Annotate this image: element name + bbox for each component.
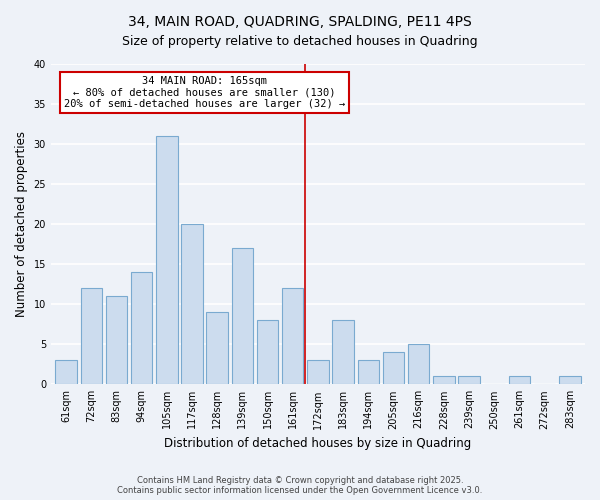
- Bar: [106, 296, 127, 384]
- Bar: [80, 288, 102, 384]
- Text: Size of property relative to detached houses in Quadring: Size of property relative to detached ho…: [122, 35, 478, 48]
- X-axis label: Distribution of detached houses by size in Quadring: Distribution of detached houses by size …: [164, 437, 472, 450]
- Bar: [509, 376, 530, 384]
- Bar: [257, 320, 278, 384]
- Bar: [559, 376, 581, 384]
- Bar: [131, 272, 152, 384]
- Text: 34, MAIN ROAD, QUADRING, SPALDING, PE11 4PS: 34, MAIN ROAD, QUADRING, SPALDING, PE11 …: [128, 15, 472, 29]
- Bar: [181, 224, 203, 384]
- Y-axis label: Number of detached properties: Number of detached properties: [15, 131, 28, 317]
- Bar: [358, 360, 379, 384]
- Bar: [458, 376, 480, 384]
- Text: 34 MAIN ROAD: 165sqm
← 80% of detached houses are smaller (130)
20% of semi-deta: 34 MAIN ROAD: 165sqm ← 80% of detached h…: [64, 76, 345, 109]
- Text: Contains HM Land Registry data © Crown copyright and database right 2025.
Contai: Contains HM Land Registry data © Crown c…: [118, 476, 482, 495]
- Bar: [408, 344, 430, 385]
- Bar: [232, 248, 253, 384]
- Bar: [433, 376, 455, 384]
- Bar: [206, 312, 228, 384]
- Bar: [156, 136, 178, 384]
- Bar: [282, 288, 304, 384]
- Bar: [55, 360, 77, 384]
- Bar: [383, 352, 404, 384]
- Bar: [307, 360, 329, 384]
- Bar: [332, 320, 354, 384]
